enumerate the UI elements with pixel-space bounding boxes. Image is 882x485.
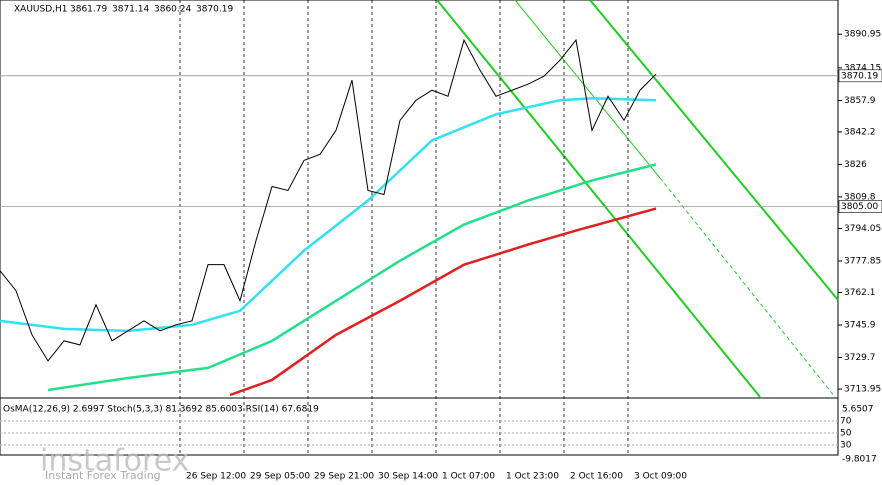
plot-frame (0, 0, 839, 456)
y-tick-label: 3809.8 (844, 192, 876, 202)
y-tick-label: 3777.85 (844, 256, 881, 266)
ohlc-open: 3861.79 (70, 5, 107, 15)
moving-average (229, 207, 657, 397)
channel-line (589, 0, 839, 301)
osc-tick-label: 50 (840, 429, 852, 439)
y-tick-label: 3729.7 (844, 353, 876, 363)
osc-tick-label: 70 (840, 417, 852, 427)
x-tick-label: 30 Sep 14:00 (378, 472, 438, 482)
y-tick-label: 3857.9 (844, 96, 876, 106)
y-tick-label: 3762.1 (844, 288, 876, 298)
y-tick-label: 3842.2 (844, 127, 876, 137)
moving-average (47, 163, 657, 392)
channel-line (514, 0, 661, 179)
y-tick-label: 3826 (844, 160, 867, 170)
y-tick-label: 3890.95 (844, 30, 881, 40)
symbol: XAUUSD,H1 (14, 5, 68, 15)
logo-brand: instaforex (40, 444, 189, 479)
osc-tick-label: 30 (840, 441, 852, 451)
osc-min: -9.8017 (842, 455, 877, 465)
y-tick-label: 3874.15 (844, 63, 881, 73)
price-line (0, 38, 657, 362)
osc-max: 5.6507 (842, 405, 874, 415)
x-tick-label: 2 Oct 16:00 (570, 472, 623, 482)
ohlc-high: 3871.14 (112, 5, 149, 15)
moving-average (0, 96, 657, 333)
price-box (838, 69, 882, 83)
price-label: 3870.19 (841, 71, 878, 81)
x-tick-label: 29 Sep 05:00 (250, 472, 310, 482)
ohlc-close: 3870.19 (196, 5, 233, 15)
x-tick-label: 26 Sep 12:00 (186, 472, 246, 482)
x-tick-label: 3 Oct 09:00 (634, 472, 687, 482)
x-tick-label: 1 Oct 07:00 (442, 472, 495, 482)
y-tick-label: 3745.9 (844, 321, 876, 331)
y-tick-label: 3713.95 (844, 385, 881, 395)
price-box (838, 200, 882, 213)
x-tick-label: 29 Sep 21:00 (314, 472, 374, 482)
channel-line (659, 177, 836, 398)
oscillator-header: OsMA(12,26,9) 2.6997 Stoch(5,3,3) 81.369… (3, 405, 319, 415)
channel-line (436, 0, 761, 398)
y-tick-label: 3794.05 (844, 224, 881, 234)
price-label: 3805.00 (841, 202, 878, 212)
logo-tagline: Instant Forex Trading (45, 469, 161, 482)
ohlc-low: 3860.24 (154, 5, 191, 15)
x-tick-label: 1 Oct 23:00 (506, 472, 559, 482)
